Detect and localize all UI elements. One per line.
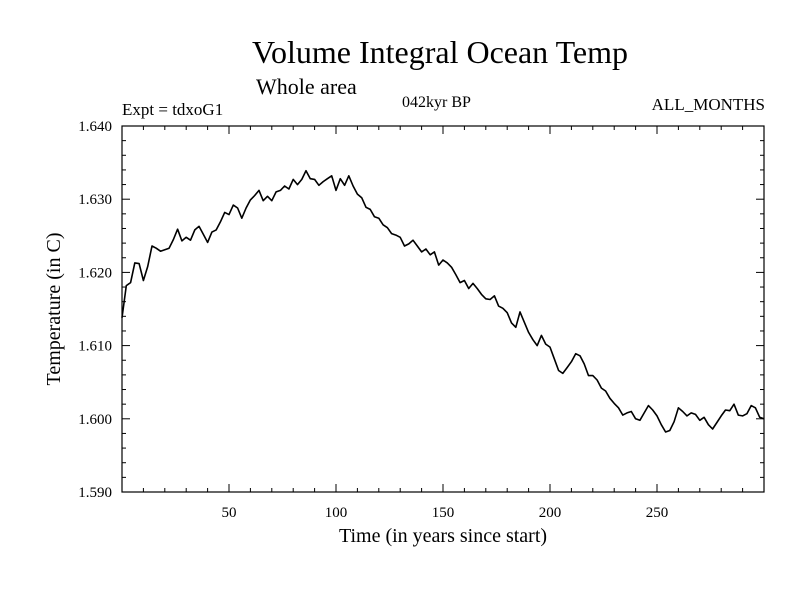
y-tick-label: 1.590 [78,485,112,501]
y-tick-label: 1.610 [78,339,112,355]
x-axis-label: Time (in years since start) [339,525,547,547]
y-tick-label: 1.630 [78,192,112,208]
experiment-label: Expt = tdxoG1 [122,100,224,119]
x-tick-label: 250 [646,505,669,521]
y-tick-label: 1.600 [78,412,112,428]
temperature-series-line [121,169,765,433]
period-label: 042kyr BP [402,94,471,111]
chart-title: Volume Integral Ocean Temp [251,34,628,70]
y-axis-label: Temperature (in C) [43,233,65,386]
y-tick-label: 1.620 [78,265,112,281]
chart-subtitle: Whole area [256,74,357,99]
y-tick-label: 1.640 [78,119,112,135]
tick-labels: 50 100 150 200 250 1.590 1.600 1.610 1.620 1.630 1… [78,119,668,521]
series-layer [121,169,765,433]
axis-ticks [122,126,764,492]
x-tick-label: 100 [325,505,348,521]
plot-frame [121,125,765,493]
x-tick-label: 150 [432,505,455,521]
x-tick-label: 50 [222,505,237,521]
x-tick-label: 200 [539,505,562,521]
months-label: ALL_MONTHS [651,95,765,114]
